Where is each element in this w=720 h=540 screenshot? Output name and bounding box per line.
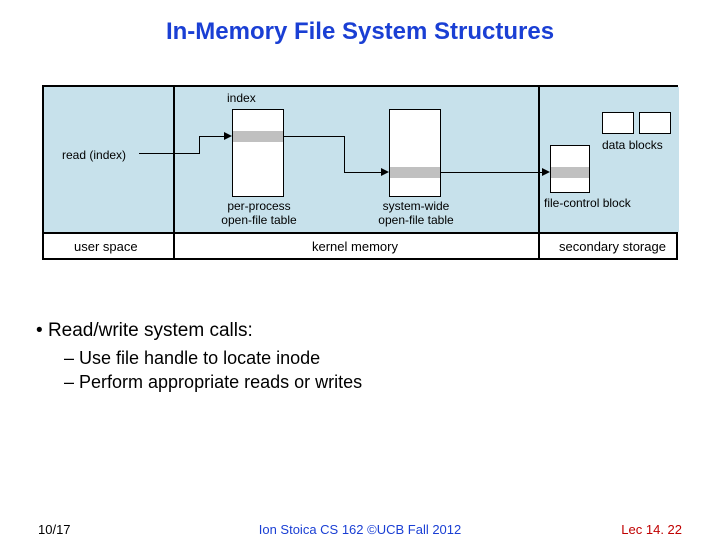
arrow-2b xyxy=(344,172,382,173)
fcb-shade xyxy=(551,167,589,178)
per-process-line1: per-process xyxy=(227,199,290,213)
arrow-1 xyxy=(139,153,199,154)
arrow-1-head xyxy=(224,132,232,140)
fcb-label: file-control block xyxy=(544,197,654,211)
bullet-main-text: Read/write system calls: xyxy=(48,320,253,341)
diagram: index read (index) per-processopen-file … xyxy=(42,85,678,260)
arrow-2v xyxy=(344,136,345,173)
read-label: read (index) xyxy=(62,149,162,163)
footer-center-text: Ion Stoica CS 162 ©UCB Fall 2012 xyxy=(259,522,462,537)
footer-lecture: Lec 14. 22 xyxy=(621,522,682,537)
title-text: In-Memory File System Structures xyxy=(166,18,554,45)
datablock-2 xyxy=(639,112,671,134)
bullet-sub-1-text: Use file handle to locate inode xyxy=(79,348,320,368)
system-wide-label: system-wideopen-file table xyxy=(366,200,466,228)
arrow-2 xyxy=(284,136,344,137)
system-wide-line2: open-file table xyxy=(378,213,453,227)
per-process-table xyxy=(232,109,284,197)
bullet-list: • Read/write system calls: – Use file ha… xyxy=(36,320,362,395)
per-process-line2: open-file table xyxy=(221,213,296,227)
arrow-2-head xyxy=(381,168,389,176)
system-wide-table xyxy=(389,109,441,197)
index-label: index xyxy=(227,92,287,106)
per-process-label: per-processopen-file table xyxy=(209,200,309,228)
footer-center: Ion Stoica CS 162 ©UCB Fall 2012 xyxy=(0,522,720,537)
arrow-3 xyxy=(441,172,543,173)
arrow-1b xyxy=(199,136,225,137)
arrow-1v xyxy=(199,136,200,154)
per-process-shade xyxy=(233,131,283,142)
system-wide-shade xyxy=(390,167,440,178)
bullet-sub-2: – Perform appropriate reads or writes xyxy=(64,370,362,394)
region-label-row: user space kernel memory secondary stora… xyxy=(44,232,676,262)
region-label-user: user space xyxy=(74,239,138,254)
region-label-kernel: kernel memory xyxy=(312,239,398,254)
bullet-sub-1: – Use file handle to locate inode xyxy=(64,346,362,370)
system-wide-line1: system-wide xyxy=(383,199,450,213)
datablocks-label: data blocks xyxy=(602,139,682,153)
arrow-3-head xyxy=(542,168,550,176)
datablock-1 xyxy=(602,112,634,134)
region-label-storage: secondary storage xyxy=(559,239,666,254)
page-title: In-Memory File System Structures xyxy=(0,0,720,46)
bullet-sub-2-text: Perform appropriate reads or writes xyxy=(79,372,362,392)
bullet-main: • Read/write system calls: xyxy=(36,320,362,342)
